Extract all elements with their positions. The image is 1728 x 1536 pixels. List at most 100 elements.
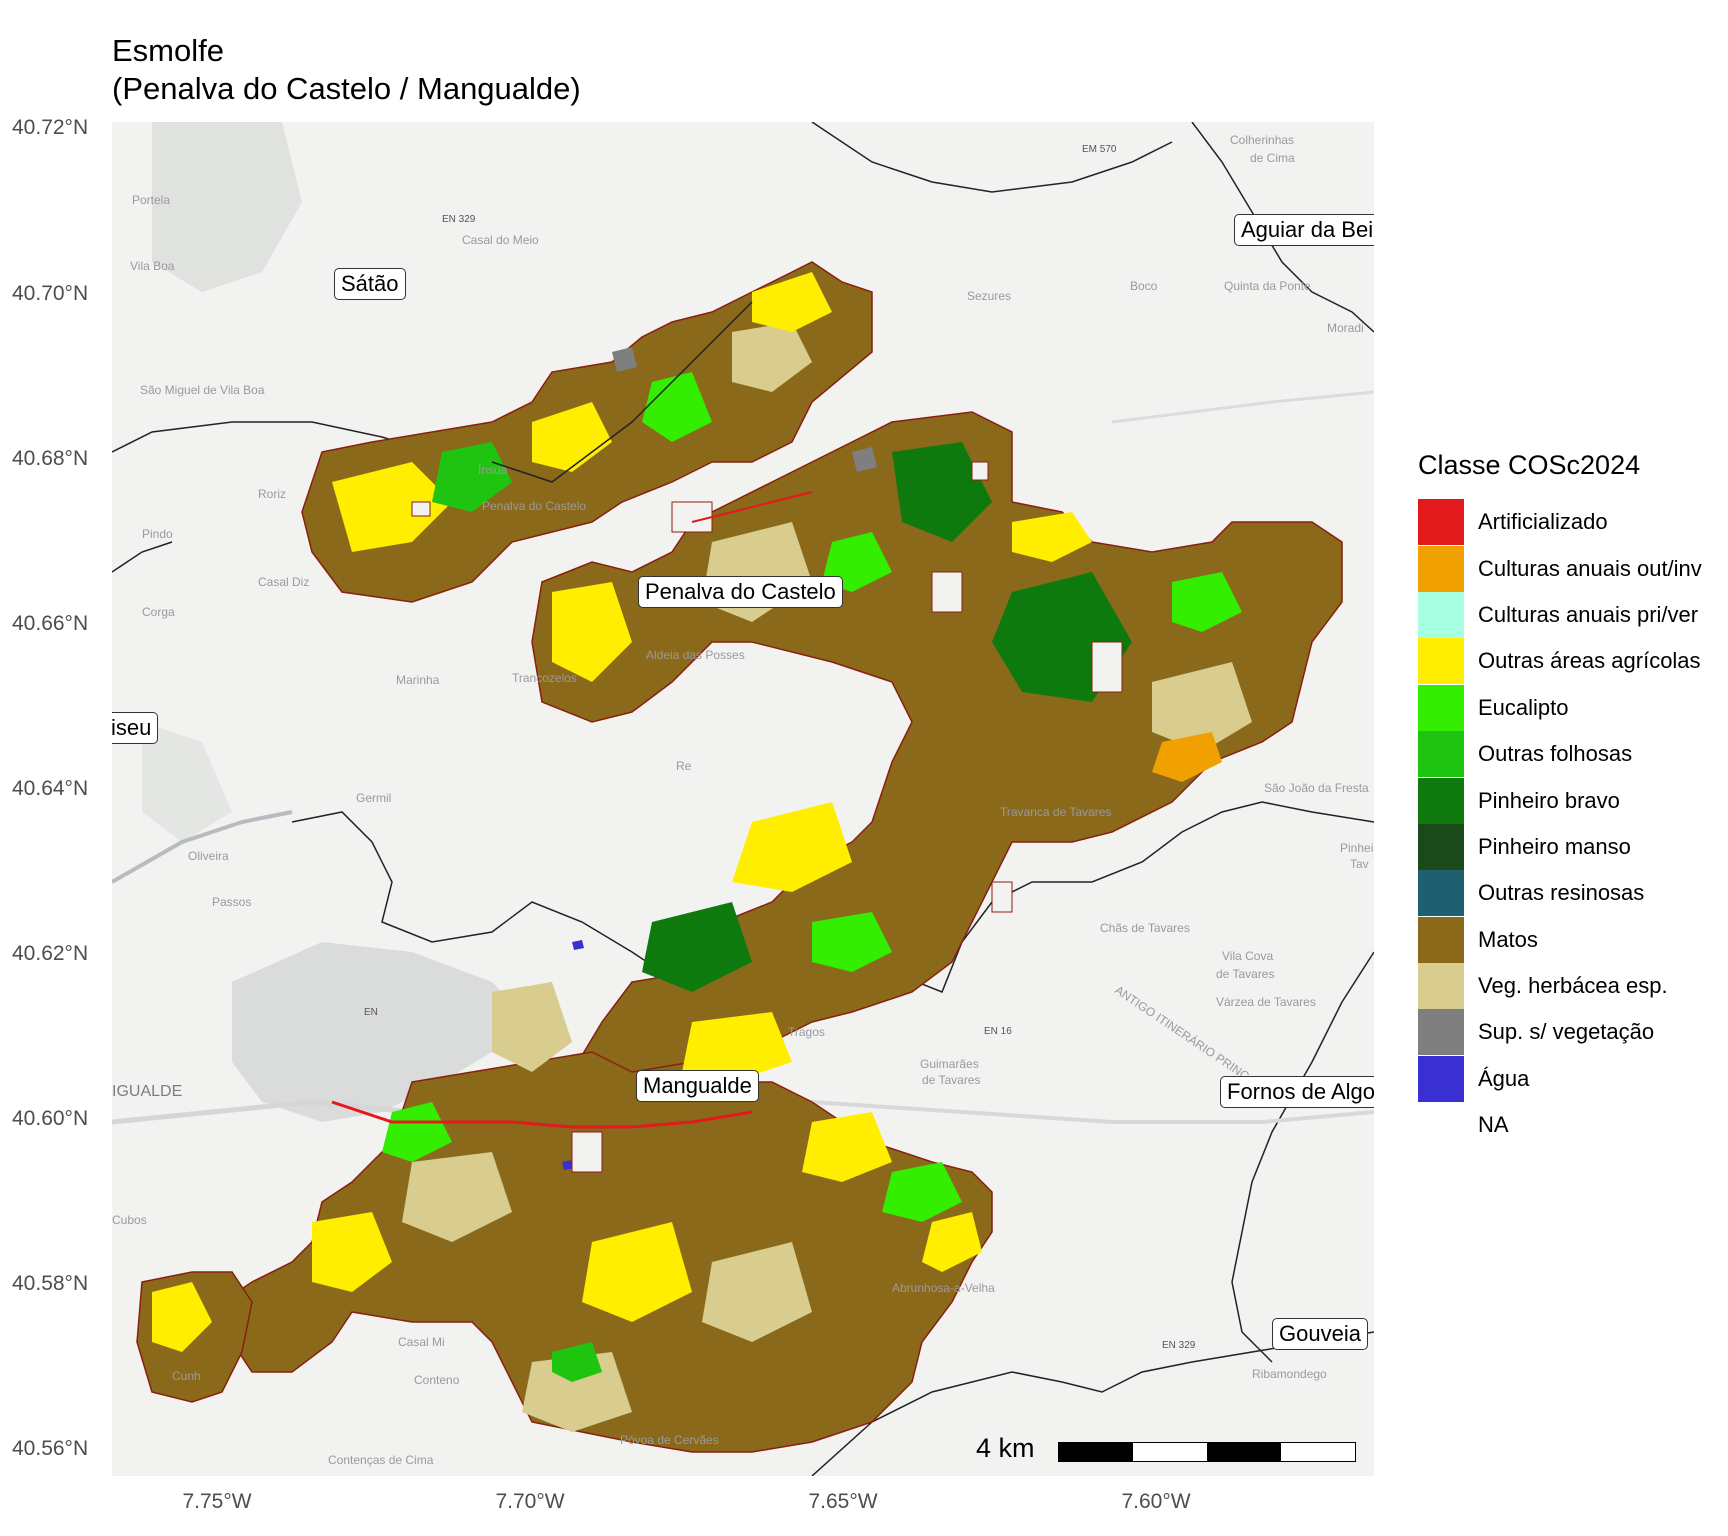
road-shield-label: EN: [364, 1007, 378, 1018]
legend-label: Outras folhosas: [1478, 741, 1633, 767]
y-tick-label: 40.68°N: [12, 447, 89, 470]
y-tick-label: 40.66°N: [12, 612, 89, 635]
y-tick-label: 40.56°N: [12, 1437, 89, 1460]
legend-swatch: [1418, 638, 1464, 685]
boundary-line: [1231, 951, 1374, 1363]
basemap-label: Marinha: [396, 673, 440, 687]
x-tick-label: 7.75°W: [182, 1490, 252, 1513]
basemap-label: Pindo: [142, 527, 173, 541]
basemap-label: Trancozelos: [512, 671, 577, 685]
basemap-label: Cubos: [112, 1213, 147, 1227]
basemap-label: Ribamondego: [1252, 1367, 1327, 1381]
legend-label: Artificializado: [1478, 509, 1608, 535]
basemap-label: Quinta da Ponte: [1224, 279, 1311, 293]
legend: Classe COSc2024 Artificializado Culturas …: [1418, 450, 1702, 1148]
legend-label: Matos: [1478, 926, 1538, 952]
road-shield-label: EM 570: [1082, 144, 1117, 155]
y-tick-label: 40.72°N: [12, 116, 89, 139]
basemap-label: Casal do Meio: [462, 233, 539, 247]
scale-bar-segment: [1207, 1443, 1281, 1461]
basemap-label: Contenças de Cima: [328, 1453, 434, 1467]
road-line: [112, 810, 293, 884]
basemap-label: Re: [676, 759, 692, 773]
y-tick-label: 40.62°N: [12, 942, 89, 965]
legend-item: Matos: [1418, 916, 1702, 963]
basemap-label: Ínsua: [478, 462, 508, 477]
basemap-label: Conteno: [414, 1373, 460, 1387]
legend-items: Artificializado Culturas anuais out/inv Cu…: [1418, 499, 1702, 1148]
basemap-label: Vila Boa: [130, 259, 175, 273]
y-tick-label: 40.64°N: [12, 777, 89, 800]
y-tick-label: 40.60°N: [12, 1107, 89, 1130]
legend-item: Água: [1418, 1055, 1702, 1102]
place-label-gouveia: Gouveia: [1272, 1318, 1368, 1350]
basemap-label: Sezures: [967, 289, 1011, 303]
place-label-viseu: iseu: [112, 712, 159, 744]
basemap-label: Chãs de Tavares: [1100, 921, 1190, 935]
legend-swatch: [1418, 1009, 1464, 1056]
road-shield-label: EN 329: [442, 214, 476, 225]
place-label-satao: Sátão: [334, 268, 406, 300]
boundary-line: [811, 1331, 1374, 1476]
scale-bar-segment: [1059, 1443, 1133, 1461]
basemap-label: Casal Diz: [258, 575, 309, 589]
scale-bar-label: 4 km: [976, 1433, 1035, 1463]
basemap-label: de Tavares: [922, 1073, 980, 1087]
reservoir-area: [232, 942, 532, 1122]
map-subtitle: (Penalva do Castelo / Mangualde): [112, 71, 581, 106]
basemap-label: Guimarães: [920, 1057, 979, 1071]
basemap-label: Cunh: [172, 1369, 201, 1383]
forest-area: [152, 122, 302, 292]
basemap-label: Aldeia das Posses: [646, 648, 745, 662]
legend-title: Classe COSc2024: [1418, 450, 1641, 480]
legend-item: Outras áreas agrícolas: [1418, 638, 1702, 685]
basemap-label: Colherinhas: [1230, 133, 1294, 147]
road-shield-label: EN 16: [984, 1026, 1012, 1037]
basemap-label: Germil: [356, 791, 391, 805]
map-title: Esmolfe: [112, 33, 224, 68]
legend-label: Culturas anuais out/inv: [1478, 555, 1702, 581]
basemap-label: IGUALDE: [112, 1083, 182, 1100]
legend-label: Pinheiro bravo: [1478, 787, 1620, 813]
basemap-label: Tragos: [788, 1025, 825, 1039]
legend-item: Pinheiro manso: [1418, 823, 1702, 870]
polygon-holes: [411, 461, 1123, 1173]
legend-label: Culturas anuais pri/ver: [1478, 601, 1699, 627]
basemap-label: Portela: [132, 193, 170, 207]
legend-swatch: [1418, 916, 1464, 963]
legend-item: Pinheiro bravo: [1418, 777, 1702, 824]
legend-label: Pinheiro manso: [1478, 833, 1631, 859]
legend-item: NA: [1418, 1102, 1702, 1148]
legend-swatch: [1418, 499, 1464, 546]
legend-item: Culturas anuais pri/ver: [1418, 591, 1702, 638]
legend-label: Água: [1478, 1065, 1530, 1091]
map-panel[interactable]: Portela EN 329 Casal do Meio Vila Boa Se…: [112, 122, 1374, 1476]
basemap-label: São Miguel de Vila Boa: [140, 383, 265, 397]
boundary-line: [112, 541, 173, 573]
y-tick-label: 40.58°N: [12, 1272, 89, 1295]
legend-swatch: [1418, 591, 1464, 638]
basemap-label: Penalva do Castelo: [482, 499, 586, 513]
road-shield-label: EN 329: [1162, 1340, 1196, 1351]
basemap-svg: Portela EN 329 Casal do Meio Vila Boa Se…: [112, 122, 1374, 1476]
landcover-patches: [152, 272, 1252, 1432]
legend-swatch: [1418, 1102, 1464, 1148]
legend-item: Artificializado: [1418, 499, 1702, 546]
basemap-label: Roriz: [258, 487, 286, 501]
basemap-label: Oliveira: [188, 849, 229, 863]
legend-label: NA: [1478, 1112, 1509, 1138]
legend-item: Veg. herbácea esp.: [1418, 963, 1702, 1010]
legend-label: Outras resinosas: [1478, 880, 1645, 906]
legend-label: Eucalipto: [1478, 694, 1569, 720]
legend-item: Outras resinosas: [1418, 870, 1702, 917]
legend-swatch: [1418, 870, 1464, 917]
place-label-aguiar: Aguiar da Bei: [1234, 214, 1374, 246]
legend-label: Sup. s/ vegetação: [1478, 1019, 1655, 1045]
forest-area: [142, 722, 232, 842]
basemap-label: Pinheiro: [1340, 841, 1374, 855]
basemap-label: de Cima: [1250, 151, 1295, 165]
main-road: [691, 491, 813, 523]
basemap-label: Boco: [1130, 279, 1158, 293]
legend-item: Outras folhosas: [1418, 731, 1702, 778]
basemap-label: Vila Cova: [1222, 949, 1273, 963]
